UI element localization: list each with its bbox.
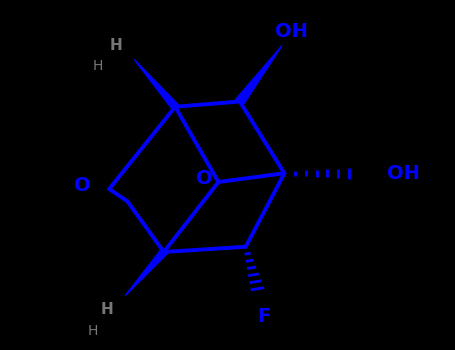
- Text: H: H: [101, 302, 113, 317]
- Polygon shape: [125, 250, 167, 296]
- Text: F: F: [257, 307, 271, 326]
- Text: OH: OH: [275, 22, 308, 41]
- Text: H: H: [110, 38, 122, 53]
- Text: O: O: [74, 176, 90, 195]
- Text: H: H: [88, 324, 98, 338]
- Text: OH: OH: [387, 164, 420, 183]
- Text: O: O: [197, 169, 213, 188]
- Text: H: H: [93, 60, 103, 74]
- Polygon shape: [235, 46, 282, 104]
- Polygon shape: [134, 60, 178, 108]
